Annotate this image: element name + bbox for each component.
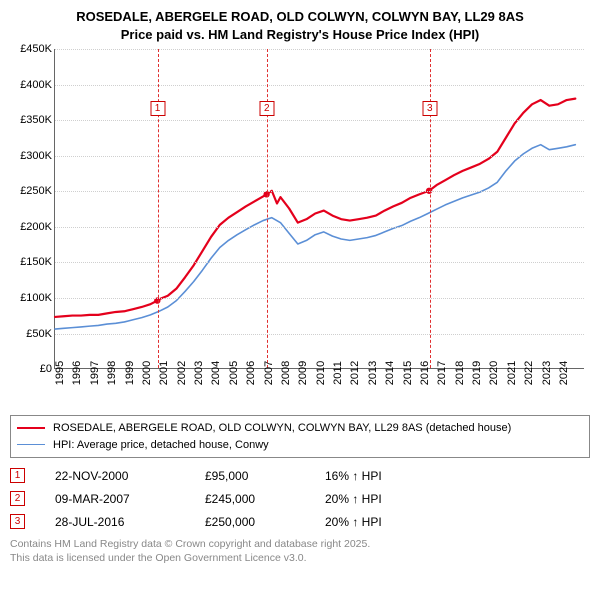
footnote-line-1: Contains HM Land Registry data © Crown c… [10, 537, 590, 551]
event-line [267, 49, 268, 368]
x-tick-label: 1995 [54, 361, 66, 385]
legend-swatch-icon [17, 444, 45, 445]
x-tick-label: 2004 [210, 361, 222, 385]
x-tick-label: 2001 [158, 361, 170, 385]
event-marker: 3 [422, 101, 437, 116]
x-tick-label: 2016 [419, 361, 431, 385]
x-tick-label: 2003 [193, 361, 205, 385]
gridline [55, 334, 584, 335]
y-tick-label: £400K [20, 79, 52, 91]
y-tick-label: £450K [20, 43, 52, 55]
series-svg [55, 49, 584, 368]
y-tick-label: £150K [20, 256, 52, 268]
x-tick-label: 2009 [297, 361, 309, 385]
y-tick-label: £300K [20, 150, 52, 162]
event-delta: 20% ↑ HPI [325, 515, 590, 529]
chart-area: £0 £50K £100K £150K £200K £250K £300K £350K £400… [10, 49, 590, 409]
x-tick-label: 2015 [402, 361, 414, 385]
event-date: 28-JUL-2016 [55, 515, 175, 529]
x-tick-label: 2022 [523, 361, 535, 385]
y-tick-label: £250K [20, 185, 52, 197]
legend-item: HPI: Average price, detached house, Conw… [17, 437, 583, 454]
x-tick-label: 2011 [332, 361, 344, 385]
series-line [55, 145, 575, 329]
gridline [55, 262, 584, 263]
gridline [55, 191, 584, 192]
x-tick-label: 2019 [471, 361, 483, 385]
y-tick-label: £350K [20, 114, 52, 126]
gridline [55, 156, 584, 157]
event-delta: 20% ↑ HPI [325, 492, 590, 506]
x-tick-label: 1997 [89, 361, 101, 385]
legend-swatch-icon [17, 427, 45, 429]
footnote-line-2: This data is licensed under the Open Gov… [10, 551, 590, 565]
y-tick-label: £50K [26, 328, 52, 340]
legend-label: HPI: Average price, detached house, Conw… [53, 437, 269, 454]
x-tick-label: 2013 [367, 361, 379, 385]
gridline [55, 49, 584, 50]
event-price: £250,000 [205, 515, 295, 529]
x-tick-label: 2017 [436, 361, 448, 385]
chart-container: ROSEDALE, ABERGELE ROAD, OLD COLWYN, COL… [0, 0, 600, 575]
plot-area: 1 2 3 [54, 49, 584, 369]
event-table-row: 2 09-MAR-2007 £245,000 20% ↑ HPI [10, 491, 590, 506]
legend: ROSEDALE, ABERGELE ROAD, OLD COLWYN, COL… [10, 415, 590, 458]
y-tick-label: £100K [20, 292, 52, 304]
x-tick-label: 2014 [384, 361, 396, 385]
title-line-2: Price paid vs. HM Land Registry's House … [10, 26, 590, 44]
gridline [55, 120, 584, 121]
event-index-box: 1 [10, 468, 25, 483]
gridline [55, 227, 584, 228]
legend-label: ROSEDALE, ABERGELE ROAD, OLD COLWYN, COL… [53, 420, 511, 437]
event-index-box: 2 [10, 491, 25, 506]
event-table: 1 22-NOV-2000 £95,000 16% ↑ HPI 2 09-MAR-2007… [10, 468, 590, 529]
x-tick-label: 2010 [315, 361, 327, 385]
x-tick-label: 2006 [245, 361, 257, 385]
gridline [55, 85, 584, 86]
event-date: 22-NOV-2000 [55, 469, 175, 483]
event-line [158, 49, 159, 368]
x-tick-label: 2024 [558, 361, 570, 385]
series-line [55, 99, 575, 317]
chart-title: ROSEDALE, ABERGELE ROAD, OLD COLWYN, COL… [10, 8, 590, 43]
footnote: Contains HM Land Registry data © Crown c… [10, 537, 590, 565]
x-tick-label: 2008 [280, 361, 292, 385]
x-tick-label: 2021 [506, 361, 518, 385]
x-tick-label: 2023 [541, 361, 553, 385]
x-axis: 1995199619971998199920002001200220032004… [54, 369, 584, 409]
event-marker: 2 [259, 101, 274, 116]
x-tick-label: 1999 [124, 361, 136, 385]
x-tick-label: 1998 [106, 361, 118, 385]
x-tick-label: 2012 [349, 361, 361, 385]
event-price: £245,000 [205, 492, 295, 506]
x-tick-label: 2018 [454, 361, 466, 385]
x-tick-label: 2000 [141, 361, 153, 385]
event-date: 09-MAR-2007 [55, 492, 175, 506]
event-delta: 16% ↑ HPI [325, 469, 590, 483]
gridline [55, 298, 584, 299]
x-tick-label: 2007 [263, 361, 275, 385]
y-axis: £0£50K£100K£150K£200K£250K£300K£350K£400… [10, 49, 54, 369]
event-table-row: 3 28-JUL-2016 £250,000 20% ↑ HPI [10, 514, 590, 529]
x-tick-label: 1996 [71, 361, 83, 385]
x-tick-label: 2005 [228, 361, 240, 385]
event-table-row: 1 22-NOV-2000 £95,000 16% ↑ HPI [10, 468, 590, 483]
y-tick-label: £200K [20, 221, 52, 233]
x-tick-label: 2002 [176, 361, 188, 385]
title-line-1: ROSEDALE, ABERGELE ROAD, OLD COLWYN, COL… [10, 8, 590, 26]
event-line [430, 49, 431, 368]
event-price: £95,000 [205, 469, 295, 483]
x-tick-label: 2020 [488, 361, 500, 385]
event-marker: 1 [150, 101, 165, 116]
event-index-box: 3 [10, 514, 25, 529]
y-tick-label: £0 [40, 363, 52, 375]
legend-item: ROSEDALE, ABERGELE ROAD, OLD COLWYN, COL… [17, 420, 583, 437]
